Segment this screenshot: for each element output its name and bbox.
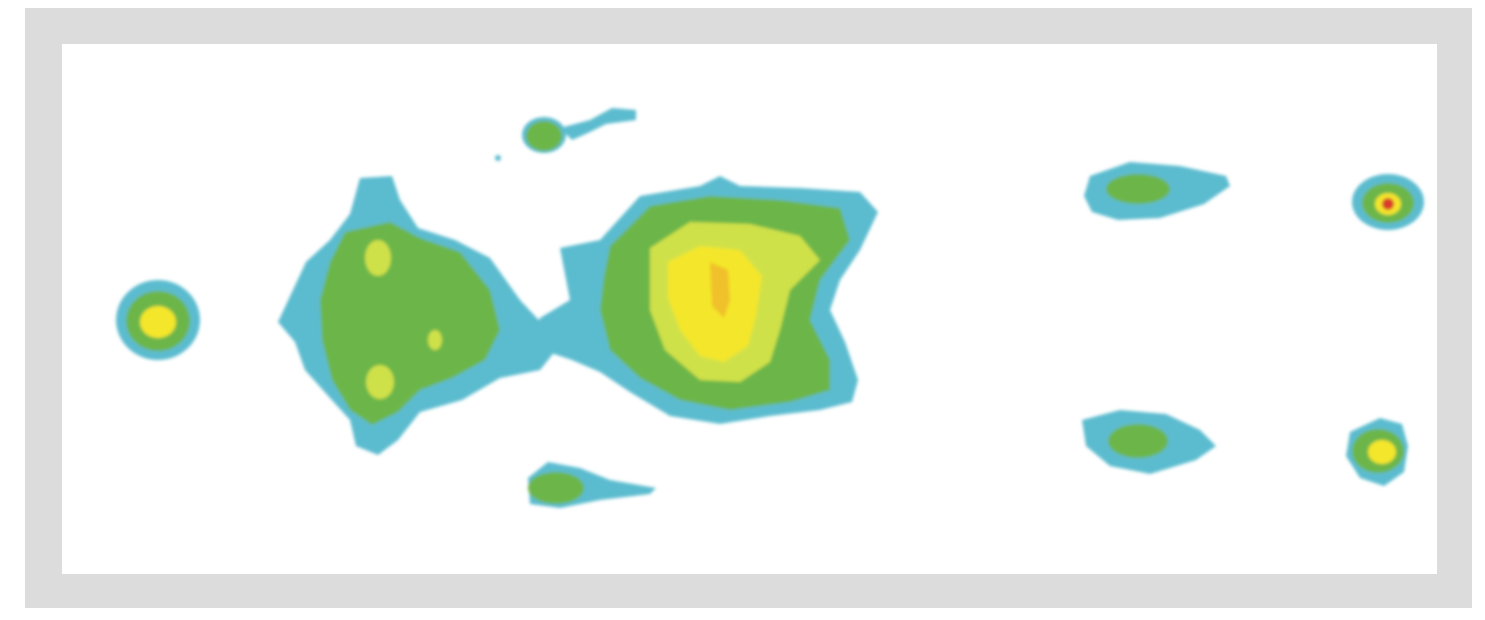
hotspot-top-small: [495, 108, 636, 161]
hotspot-far-right-upper: [1352, 174, 1424, 230]
hotspot-far-right-lower: [1346, 418, 1408, 486]
hotspot-cluster-center: [530, 176, 878, 424]
hotspot-right-lower: [1082, 410, 1216, 474]
hotspot-right-upper: [1084, 162, 1230, 220]
hotspot-left: [116, 280, 200, 360]
hotspot-cluster-left: [278, 176, 560, 455]
hotspot-bottom-small: [528, 462, 656, 508]
